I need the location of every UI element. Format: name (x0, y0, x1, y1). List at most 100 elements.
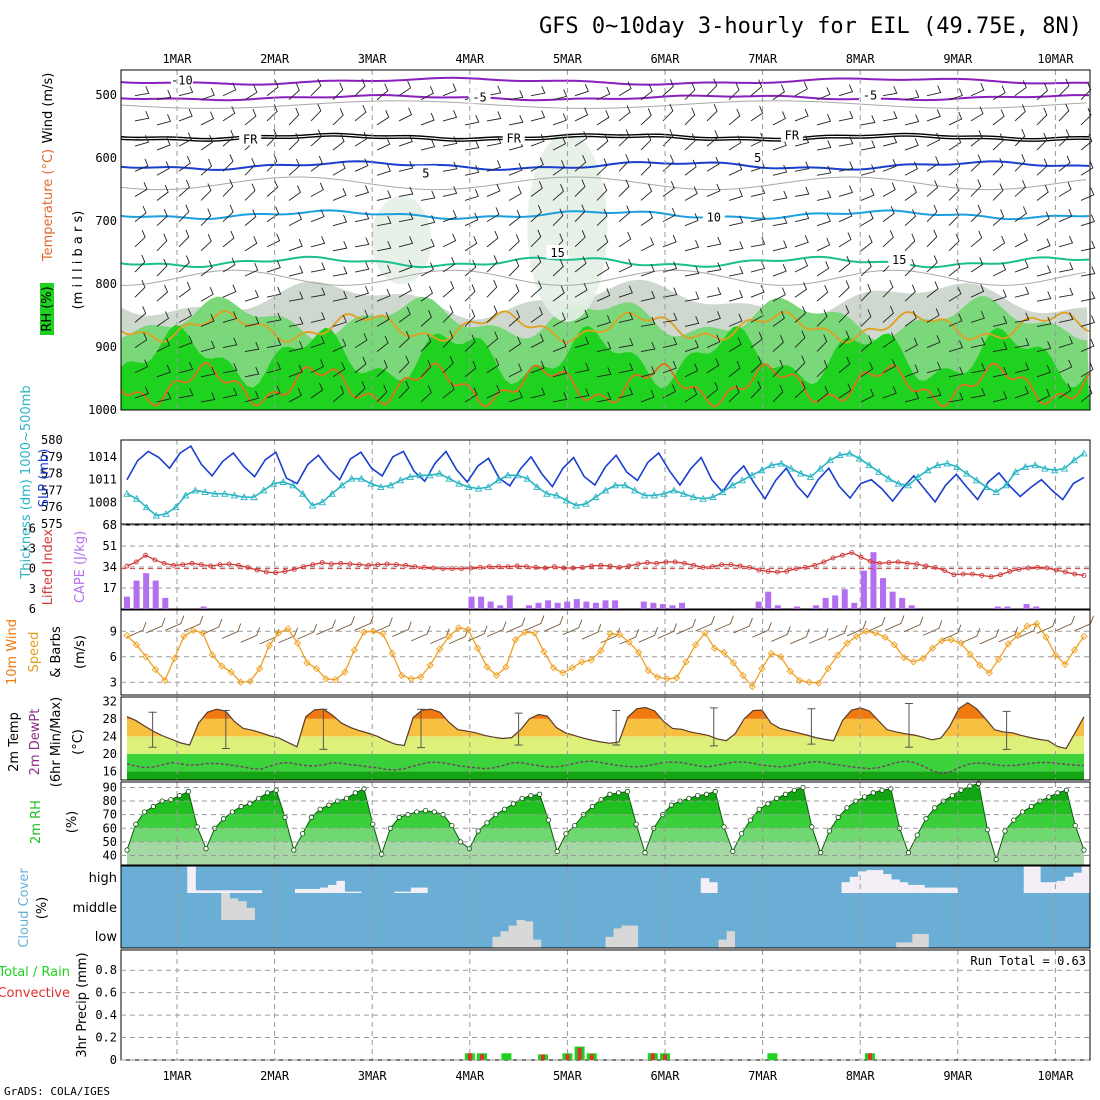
wind-barb (508, 390, 523, 403)
y-tick-label: 0.6 (95, 986, 117, 1000)
wind-barb (596, 110, 610, 126)
cloud-high-cell (916, 884, 925, 893)
wind-barb (706, 287, 722, 298)
wind-barb (970, 106, 984, 122)
wind-barb (1080, 160, 1094, 176)
wind-speed-point (1070, 646, 1079, 654)
wind-barb (838, 185, 854, 197)
wind-speed-point (492, 671, 501, 680)
lifted-index-point (1081, 572, 1087, 578)
contour-label: FR (506, 131, 521, 145)
slp-thickness-panel: 575 576 577 578 579 580 1008 1011 1014 Thickness … (19, 385, 1091, 580)
wind-barb (310, 129, 322, 147)
wind-barb (310, 382, 324, 399)
wind-barb (376, 335, 389, 352)
lifted-index-point (644, 560, 650, 566)
thickness-point (191, 486, 200, 494)
thickness-point (279, 478, 288, 485)
lifted-index-point (1044, 565, 1050, 571)
cloud-high-cell (336, 880, 345, 893)
cloud-level-label: high (89, 871, 117, 886)
thickness-point (552, 491, 561, 499)
wind-barb (486, 279, 498, 298)
wind-barb (728, 360, 741, 378)
wind-speed-point (454, 624, 463, 632)
cloud-high-cell (228, 890, 238, 893)
lifted-index-point (217, 562, 223, 568)
lifted-index-point (226, 561, 232, 567)
lifted-index-point (1007, 568, 1013, 574)
thickness-point (621, 481, 629, 489)
wind-speed-point (606, 630, 614, 638)
wind-speed-point (995, 655, 1003, 663)
wind-barb (1080, 82, 1092, 101)
surface-wind-barb (998, 626, 1019, 643)
wind-speed-point (748, 682, 757, 691)
cape-bar (669, 605, 676, 609)
wind-barb (728, 189, 743, 201)
cape-bar (841, 589, 848, 609)
wind-barb (948, 111, 963, 126)
thickness-tick-label: 580 (41, 433, 63, 447)
surface-wind-barb (903, 616, 924, 633)
rh-point (1019, 809, 1026, 815)
wind-speed-point (256, 665, 264, 673)
temp2m-axis-label: 2m Temp (7, 712, 22, 772)
thickness-point (591, 493, 600, 501)
wind-barb (684, 159, 697, 176)
wind-barb (530, 85, 546, 97)
wind-barb (1080, 338, 1095, 352)
surface-wind-barb (164, 615, 185, 632)
lifted-index-point (932, 564, 938, 570)
wind-speed-point (360, 628, 368, 636)
contour-label: -5 (472, 90, 486, 104)
rh-line (126, 782, 1085, 862)
slp-series-line (126, 444, 1085, 504)
top-day-label: 7MAR (748, 52, 778, 66)
wind-speed-point (758, 665, 766, 673)
wind-speed-point (303, 659, 311, 667)
thickness-point (474, 484, 483, 492)
wind-barb (640, 290, 656, 302)
wind-barb (332, 214, 348, 227)
thickness-point (386, 481, 395, 489)
cloud-low-cell (532, 939, 542, 948)
wind-barb (948, 135, 962, 151)
precip-convective-bar (577, 1047, 582, 1060)
wind-barb (816, 285, 829, 302)
cloud-low-cell (896, 942, 905, 948)
wind-barb (464, 387, 478, 403)
wind-barb (200, 287, 214, 302)
cloud-low-cell (904, 942, 913, 948)
cloud-high-cell (410, 887, 420, 893)
thickness-point (504, 471, 512, 479)
lifted-index-point (403, 562, 409, 568)
lifted-index-point (1025, 565, 1031, 571)
wind-speed-point (142, 653, 150, 661)
wind-barb (530, 110, 546, 122)
wind-barb (200, 313, 215, 327)
wind-barb (1058, 103, 1070, 122)
wind-speed-point (616, 631, 624, 639)
cloud-high-cell (858, 871, 867, 893)
top-date-axis: 1MAR 2MAR 3MAR 4MAR 5MAR 6MAR 7MAR 8MAR 9MAR 10MA… (163, 52, 1075, 66)
lifted-index-point (626, 563, 632, 569)
wind-barb (860, 283, 872, 302)
run-total-label: Run Total = 0.63 (970, 954, 1086, 968)
wind-speed-point (767, 649, 775, 657)
cape-tick-label: 34 (103, 560, 117, 574)
wind-speed-point (530, 629, 539, 637)
wind-barb (156, 284, 169, 302)
thickness-point (523, 474, 532, 482)
wind-barb (200, 392, 216, 403)
wind10m-axis-label: (m/s) (73, 635, 88, 669)
wind-barb (860, 361, 874, 378)
wind-barb (750, 132, 765, 147)
wind-barb (178, 204, 190, 222)
wind-barb (530, 254, 542, 273)
lifted-index-point (440, 566, 446, 572)
wind-speed-point (653, 673, 662, 681)
contour-label-bg (746, 149, 769, 164)
wind-barb (376, 265, 392, 277)
wind-barb (464, 236, 478, 252)
